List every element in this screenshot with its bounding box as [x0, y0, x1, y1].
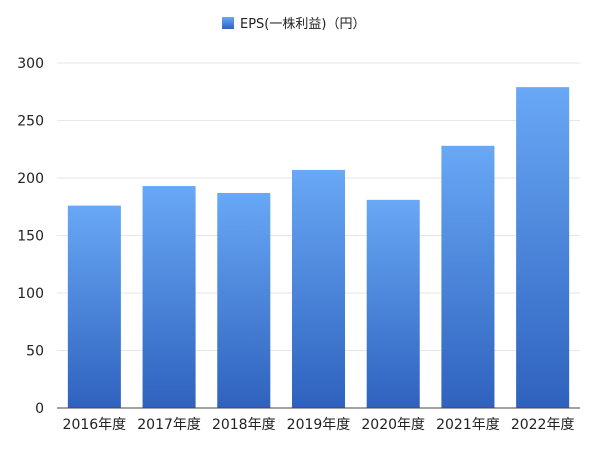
legend: EPS(一株利益)（円） — [222, 17, 365, 32]
y-tick-label: 200 — [17, 171, 44, 187]
y-tick-label: 100 — [17, 286, 44, 302]
x-tick-label: 2020年度 — [361, 417, 425, 433]
x-tick-label: 2016年度 — [63, 417, 127, 433]
bar — [516, 87, 570, 409]
x-tick-label: 2018年度 — [212, 417, 276, 433]
x-tick-label: 2017年度 — [137, 417, 201, 433]
x-tick-label: 2019年度 — [287, 417, 351, 433]
x-axis-tick-labels: 2016年度 2017年度 2018年度 2019年度 2020年度 2021年度 2022… — [63, 417, 575, 433]
bar — [67, 205, 121, 408]
bars — [67, 87, 570, 409]
bar — [366, 199, 420, 408]
y-tick-label: 250 — [17, 114, 44, 130]
legend-swatch — [222, 17, 234, 29]
x-tick-label: 2021年度 — [436, 417, 500, 433]
y-tick-label: 150 — [17, 229, 44, 245]
x-tick-label: 2022年度 — [511, 417, 575, 433]
bar — [217, 192, 271, 408]
y-tick-label: 300 — [17, 56, 44, 72]
bar — [291, 169, 346, 408]
y-axis-tick-labels: 0 50 100 150 200 250 300 — [17, 56, 44, 417]
y-tick-label: 50 — [26, 344, 44, 360]
legend-label: EPS(一株利益)（円） — [240, 17, 365, 32]
bar — [142, 186, 196, 408]
y-tick-label: 0 — [35, 401, 44, 417]
bar — [441, 145, 495, 409]
